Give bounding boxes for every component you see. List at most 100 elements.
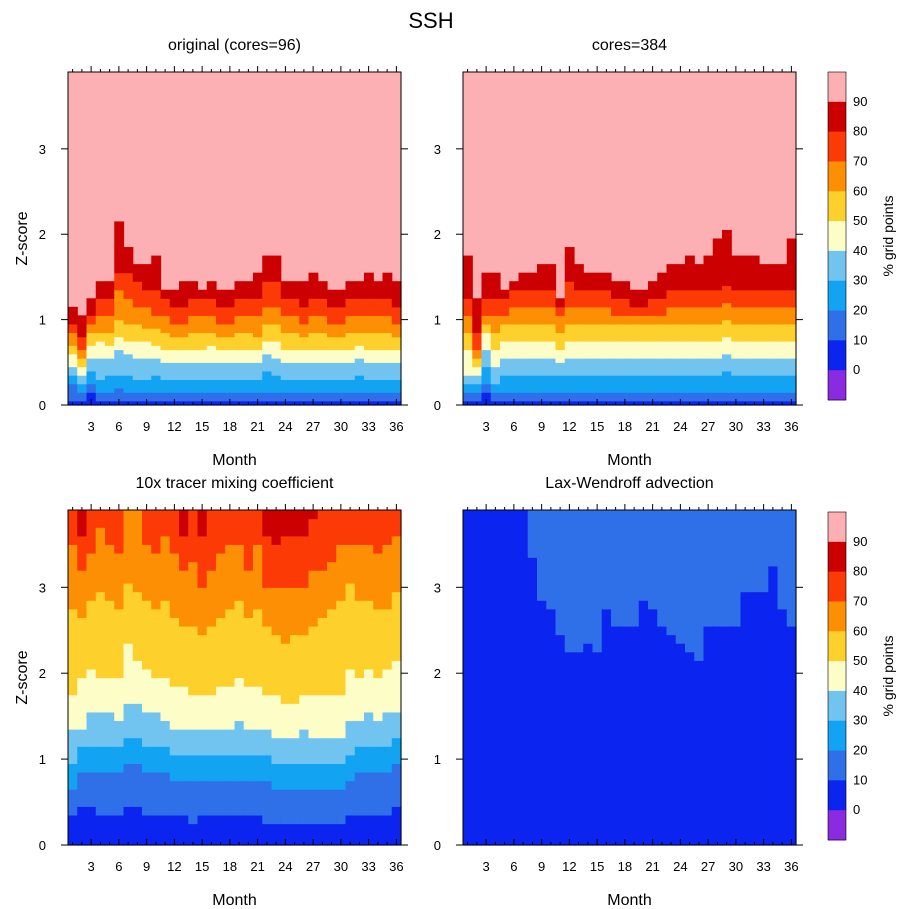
heatmap-cell (336, 737, 347, 764)
heatmap-cell (86, 392, 97, 406)
heatmap-cell (123, 737, 134, 764)
colorbar-swatch (828, 340, 846, 371)
heatmap-cell (364, 392, 374, 402)
heatmap-cell (132, 737, 143, 764)
heatmap-cell (354, 814, 365, 846)
heatmap-cell (666, 634, 677, 846)
heatmap-cell (345, 510, 356, 545)
heatmap-cell (373, 362, 384, 380)
panel-title: Lax-Wendroff advection (545, 475, 713, 492)
y-axis-label: Z-score (14, 211, 31, 265)
heatmap-cell (327, 737, 337, 764)
heatmap-cell (280, 823, 291, 846)
heatmap-cell (243, 281, 254, 299)
heatmap-cell (583, 643, 594, 846)
heatmap-cell (169, 392, 180, 402)
heatmap-cell (500, 375, 510, 393)
heatmap-cell (336, 694, 347, 739)
colorbar-swatch (828, 571, 846, 602)
heatmap-cell (490, 272, 501, 299)
heatmap-cell (336, 600, 347, 696)
colorbar-swatch (828, 131, 846, 162)
heatmap-cell (629, 375, 640, 393)
heatmap-cell (327, 336, 337, 351)
heatmap-cell (160, 814, 171, 846)
heatmap-cell (731, 375, 742, 393)
heatmap-cell (749, 591, 760, 846)
heatmap-cell (382, 315, 393, 334)
heatmap-cell (546, 358, 557, 376)
heatmap-cell (151, 315, 162, 329)
heatmap-cell (77, 746, 88, 773)
colorbar-label: 50 (853, 213, 867, 228)
heatmap-cell (169, 814, 180, 846)
heatmap-cell (105, 358, 115, 376)
heatmap-cell (206, 345, 217, 363)
heatmap-cell (132, 358, 143, 380)
heatmap-cell (327, 608, 337, 696)
heatmap-cell (354, 358, 365, 376)
heatmap-cell (262, 625, 273, 696)
heatmap-cell (749, 306, 760, 325)
heatmap-cell (703, 392, 714, 402)
x-tick-label: 24 (673, 859, 687, 874)
x-tick-label: 15 (590, 419, 604, 434)
heatmap-cell (740, 340, 751, 359)
heatmap-cell (188, 625, 199, 696)
heatmap-cell (317, 823, 328, 846)
heatmap-cell (620, 298, 631, 316)
heatmap-cell (546, 306, 557, 325)
heatmap-cell (722, 370, 732, 393)
heatmap-cell (740, 289, 751, 308)
x-tick-label: 24 (673, 419, 687, 434)
y-tick-label: 1 (39, 752, 46, 767)
heatmap-cell (768, 565, 779, 846)
heatmap-cell (169, 686, 180, 730)
heatmap-cell (114, 814, 125, 846)
heatmap-cell (518, 323, 529, 342)
heatmap-cell (142, 289, 152, 308)
heatmap-cell (391, 362, 402, 380)
heatmap-cell (197, 780, 208, 816)
heatmap-cell (271, 544, 282, 588)
heatmap-cell (546, 510, 557, 610)
heatmap-cell (638, 600, 649, 846)
heatmap-cell (308, 789, 319, 825)
heatmap-cell (666, 358, 677, 376)
heatmap-cell (500, 392, 510, 402)
heatmap-cell (179, 535, 189, 571)
heatmap-cell (216, 552, 226, 618)
heatmap-cell (86, 746, 97, 773)
x-tick-label: 18 (618, 859, 632, 874)
heatmap-cell (308, 315, 319, 334)
heatmap-cell (354, 600, 365, 679)
heatmap-cell (123, 340, 134, 355)
heatmap-cell (749, 289, 760, 308)
heatmap-cell (574, 375, 584, 393)
heatmap-cell (657, 315, 668, 325)
heatmap-cell (299, 510, 310, 537)
heatmap-cell (345, 814, 356, 846)
heatmap-cell (299, 392, 310, 402)
colorbar-swatch (828, 661, 846, 692)
heatmap-cell (160, 315, 171, 334)
heatmap-cell (290, 332, 300, 351)
heatmap-cell (262, 306, 273, 325)
heatmap-cell (509, 392, 520, 402)
heatmap-cell (373, 281, 384, 299)
heatmap-cell (712, 625, 723, 846)
heatmap-cell (675, 358, 686, 376)
heatmap-cell (225, 544, 236, 610)
heatmap-cell (308, 823, 319, 846)
heatmap-cell (574, 358, 584, 376)
heatmap-cell (308, 737, 319, 764)
heatmap-cell (290, 823, 300, 846)
heatmap-cell (151, 608, 162, 679)
heatmap-cell (142, 306, 152, 329)
heatmap-cell (234, 780, 245, 816)
heatmap-cell (68, 694, 78, 730)
x-tick-label: 12 (562, 859, 576, 874)
colorbar-label: 40 (853, 243, 867, 258)
heatmap-cell (290, 703, 300, 739)
heatmap-cell (373, 349, 384, 363)
